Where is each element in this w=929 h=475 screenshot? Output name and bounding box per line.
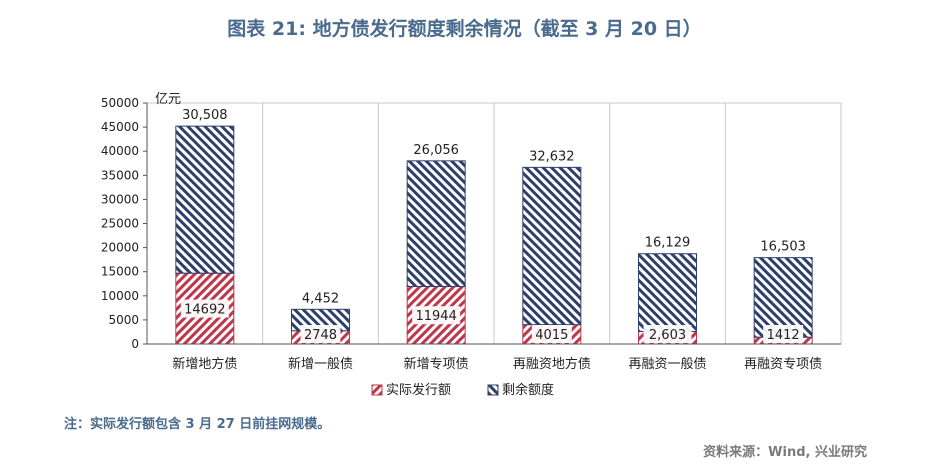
chart-title: 图表 21: 地方债发行额度剩余情况（截至 3 月 20 日） (227, 18, 702, 40)
data-label-remaining: 30,508 (182, 108, 228, 123)
data-label-issued: 1412 (767, 328, 800, 343)
data-label-bg (643, 325, 692, 343)
y-tick-label: 45000 (101, 120, 139, 134)
legend-label-remaining: 剩余额度 (502, 382, 554, 398)
y-tick-label: 10000 (101, 289, 139, 303)
source-note: 资料来源：Wind, 兴业研究 (703, 445, 867, 460)
y-tick-label: 35000 (101, 168, 139, 182)
legend-label-issued: 实际发行额 (386, 382, 451, 398)
y-tick-label: 25000 (101, 217, 139, 231)
y-tick-label: 0 (131, 337, 139, 351)
legend-swatch-issued (371, 384, 383, 396)
data-label-remaining: 16,129 (645, 236, 691, 251)
bar-remaining (175, 125, 235, 274)
data-label-remaining: 4,452 (302, 291, 339, 306)
x-tick-label: 再融资一般债 (628, 356, 706, 372)
data-label-bg (180, 299, 229, 318)
legend-swatch-remaining (487, 384, 499, 396)
y-tick-label: 30000 (101, 192, 139, 206)
y-unit-label: 亿元 (155, 92, 181, 107)
data-label-remaining: 26,056 (413, 143, 459, 158)
bar-remaining (753, 257, 813, 338)
data-label-issued: 2,603 (649, 328, 686, 343)
data-label-remaining: 32,632 (529, 149, 575, 164)
y-tick-label: 5000 (108, 313, 139, 327)
data-label-issued: 2748 (304, 328, 337, 343)
y-tick-label: 40000 (101, 144, 139, 158)
y-tick-label: 15000 (101, 265, 139, 279)
bar-remaining (406, 160, 466, 287)
x-tick-label: 再融资地方债 (513, 356, 591, 372)
data-label-bg (412, 306, 461, 325)
data-label-issued: 4015 (535, 328, 568, 343)
bar-remaining (522, 166, 582, 326)
x-tick-label: 新增一般债 (288, 356, 353, 372)
data-label-bg (300, 325, 341, 343)
x-tick-label: 再融资专项债 (744, 357, 822, 372)
x-tick-label: 新增地方债 (172, 356, 237, 372)
y-tick-label: 20000 (101, 241, 139, 255)
data-label-issued: 14692 (184, 303, 225, 318)
data-label-issued: 11944 (415, 309, 456, 324)
data-label-remaining: 16,503 (760, 240, 806, 255)
data-label-bg (763, 325, 804, 343)
data-label-bg (531, 325, 572, 343)
footnote: 注：实际发行额包含 3 月 27 日前挂网规模。 (64, 417, 331, 432)
bar-remaining (638, 253, 697, 332)
y-tick-label: 50000 (101, 96, 139, 110)
x-tick-label: 新增专项债 (404, 356, 469, 372)
